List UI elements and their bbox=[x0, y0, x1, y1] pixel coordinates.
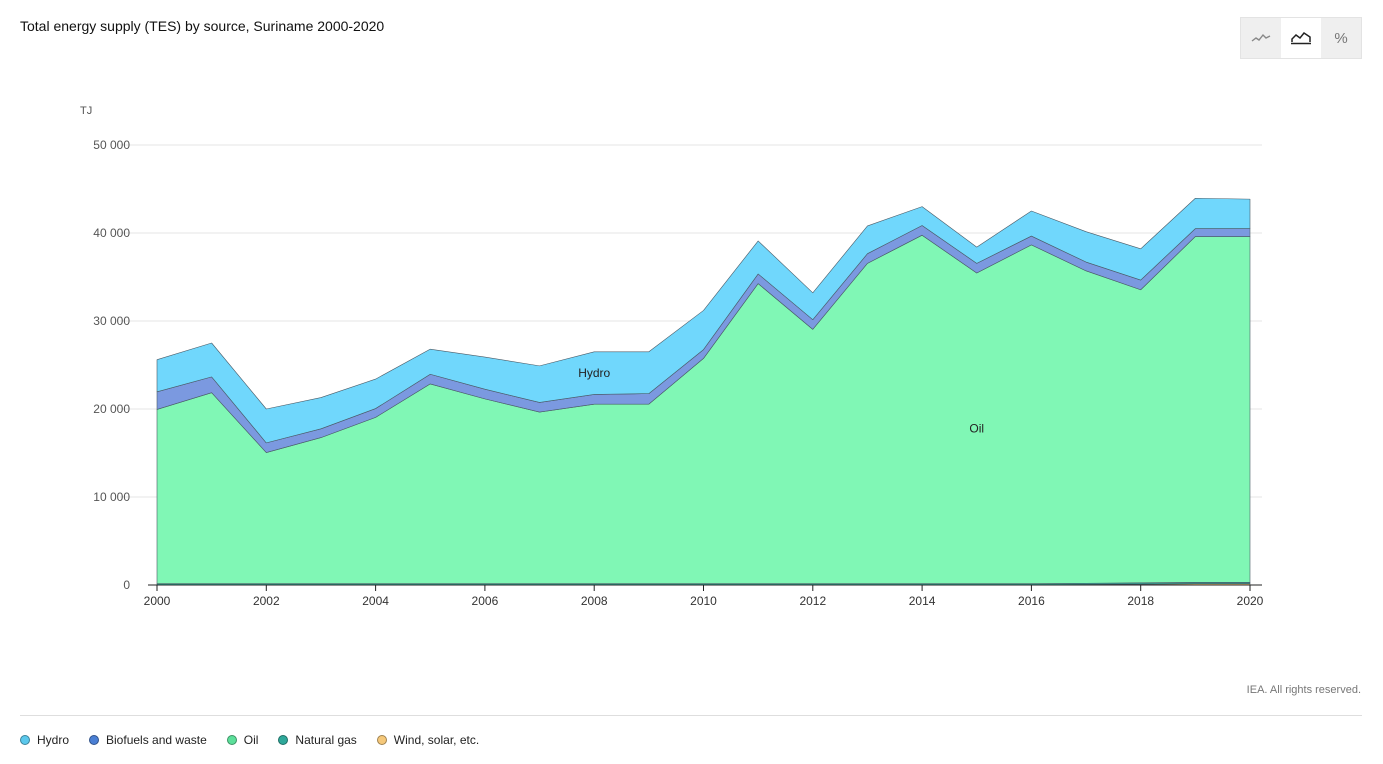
legend-divider bbox=[20, 715, 1362, 716]
area-chart-icon bbox=[1291, 31, 1311, 45]
y-tick-label: 30 000 bbox=[93, 314, 130, 328]
area-annotation: Oil bbox=[969, 421, 984, 435]
x-tick-label: 2010 bbox=[690, 594, 717, 608]
x-tick-label: 2014 bbox=[909, 594, 936, 608]
legend-swatch bbox=[376, 735, 387, 745]
x-tick-label: 2008 bbox=[581, 594, 608, 608]
x-tick-label: 2004 bbox=[362, 594, 389, 608]
percent-view-button[interactable]: % bbox=[1321, 18, 1361, 58]
y-tick-label: 10 000 bbox=[93, 490, 130, 504]
legend-item[interactable]: Natural gas bbox=[278, 733, 357, 747]
x-tick-label: 2018 bbox=[1127, 594, 1154, 608]
legend-label: Oil bbox=[243, 733, 259, 747]
legend-swatch bbox=[89, 735, 100, 745]
x-tick-label: 2016 bbox=[1018, 594, 1045, 608]
y-tick-label: 0 bbox=[123, 578, 130, 592]
legend-label: Biofuels and waste bbox=[106, 733, 207, 747]
copyright-note: IEA. All rights reserved. bbox=[1246, 684, 1361, 696]
y-axis-unit-label: TJ bbox=[80, 105, 92, 117]
area-hydro bbox=[156, 197, 1251, 444]
line-view-button[interactable] bbox=[1241, 18, 1281, 58]
legend-label: Hydro bbox=[37, 733, 70, 747]
x-tick-label: 2012 bbox=[799, 594, 826, 608]
legend-item[interactable]: Hydro bbox=[20, 733, 69, 747]
legend-label: Natural gas bbox=[295, 733, 357, 747]
x-tick-label: 2002 bbox=[253, 594, 280, 608]
legend-item[interactable]: Wind, solar, etc. bbox=[376, 733, 480, 747]
area-chart: 0 10 000 20 000 30 000 40 000 50 000 TJ Hydro Oi… bbox=[80, 105, 1264, 608]
chart-legend: Hydro Biofuels and waste Oil Natural gas Win… bbox=[20, 733, 479, 747]
legend-label: Wind, solar, etc. bbox=[393, 733, 480, 747]
y-tick-label: 40 000 bbox=[93, 226, 130, 240]
chart-view-toggle: % bbox=[1240, 17, 1362, 59]
line-chart-icon bbox=[1251, 33, 1271, 42]
legend-swatch bbox=[20, 735, 30, 745]
y-tick-label: 20 000 bbox=[93, 402, 130, 416]
legend-item[interactable]: Oil bbox=[226, 733, 259, 747]
legend-item[interactable]: Biofuels and waste bbox=[89, 733, 207, 747]
area-annotation: Hydro bbox=[578, 366, 610, 380]
x-tick-label: 2006 bbox=[472, 594, 499, 608]
x-tick-label: 2000 bbox=[144, 594, 171, 608]
x-tick-label: 2020 bbox=[1237, 594, 1264, 608]
legend-swatch bbox=[226, 735, 237, 745]
percent-icon: % bbox=[1334, 29, 1348, 47]
legend-swatch bbox=[278, 735, 289, 745]
chart-title: Total energy supply (TES) by source, Sur… bbox=[20, 18, 385, 34]
y-tick-label: 50 000 bbox=[93, 138, 130, 152]
area-view-button[interactable] bbox=[1281, 18, 1321, 58]
